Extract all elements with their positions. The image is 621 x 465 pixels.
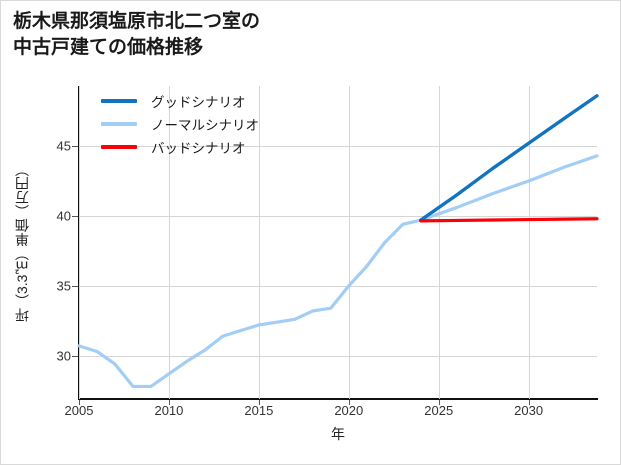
x-tick-mark [168, 400, 170, 405]
x-tick-mark [438, 400, 440, 405]
y-tick-label: 45 [56, 138, 71, 154]
legend-item[interactable]: ノーマルシナリオ [101, 112, 321, 135]
legend-label: ノーマルシナリオ [151, 117, 259, 133]
y-tick-label: 40 [56, 208, 71, 224]
x-axis-spine [78, 398, 598, 400]
legend-color-swatch [101, 121, 137, 126]
y-tick-mark [72, 215, 78, 217]
gridline-horizontal [79, 355, 597, 357]
series-line [419, 94, 599, 222]
y-tick-mark [72, 146, 78, 148]
gridline-horizontal [79, 146, 597, 148]
y-tick-mark [72, 355, 78, 357]
gridline-vertical [79, 86, 80, 399]
series-line [419, 217, 599, 223]
legend-color-swatch [101, 144, 137, 149]
x-tick-label: 2020 [334, 403, 364, 418]
legend-item[interactable]: バッドシナリオ [101, 135, 321, 158]
gridline-horizontal [79, 216, 597, 217]
x-tick-mark [258, 400, 260, 405]
gridline-vertical [438, 86, 440, 399]
y-axis-title: 坪（3.3㎡）単価（万円） [14, 162, 30, 323]
y-tick-label: 35 [56, 278, 71, 294]
x-tick-label: 2010 [154, 403, 184, 418]
legend-label: グッドシナリオ [151, 94, 246, 110]
y-tick-label: 30 [56, 348, 71, 364]
page-title: 栃木県那須塩原市北二つ室の 中古戸建ての価格推移 [13, 11, 261, 58]
x-tick-label: 2015 [244, 403, 274, 418]
legend-item[interactable]: グッドシナリオ [101, 89, 321, 112]
gridline-horizontal [79, 285, 597, 287]
plot-area [77, 86, 599, 399]
series-lines [77, 94, 599, 389]
gridline-vertical [168, 86, 170, 399]
x-tick-label: 2030 [514, 403, 544, 418]
chart-legend: グッドシナリオ ノーマルシナリオ バッドシナリオ [101, 89, 321, 158]
gridline-vertical [258, 86, 260, 399]
gridline-vertical [528, 86, 530, 399]
y-tick-mark [72, 285, 78, 287]
x-tick-mark [528, 400, 530, 405]
x-tick-label: 2025 [424, 403, 454, 418]
series-line [77, 154, 599, 389]
gridline-vertical [348, 86, 350, 399]
legend-label: バッドシナリオ [151, 140, 246, 156]
legend-color-swatch [101, 98, 137, 103]
x-tick-mark [348, 400, 350, 405]
x-axis-title: 年 [331, 426, 345, 442]
x-tick-mark [79, 400, 80, 405]
x-tick-label: 2005 [64, 403, 94, 418]
